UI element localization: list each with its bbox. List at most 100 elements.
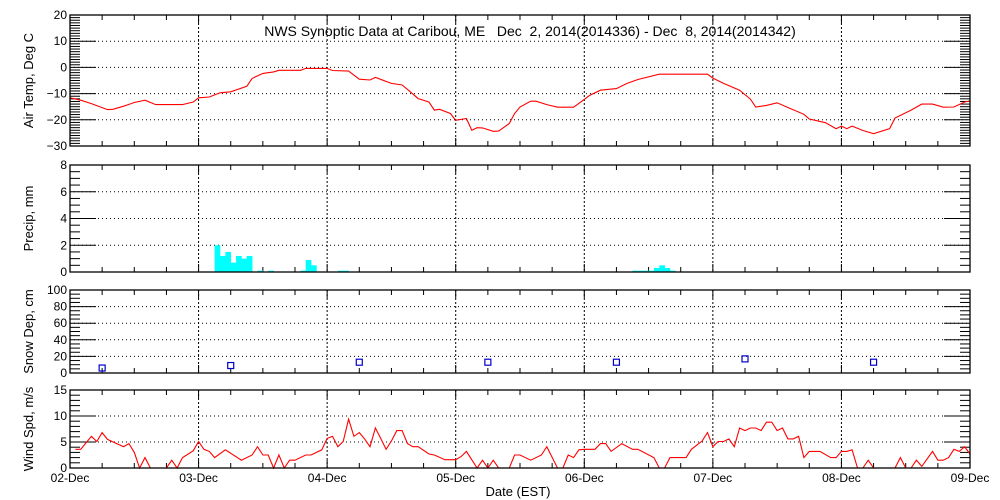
x-tick-label: 07-Dec xyxy=(694,471,733,485)
data-point xyxy=(953,106,954,107)
data-point xyxy=(353,436,354,437)
data-point xyxy=(846,451,847,452)
data-point xyxy=(659,74,660,75)
y-tick-label: −10 xyxy=(47,87,68,101)
data-point xyxy=(835,457,836,458)
y-tick-label: 40 xyxy=(54,333,68,347)
data-point xyxy=(278,454,279,455)
data-point xyxy=(305,454,306,455)
data-point xyxy=(407,89,408,90)
data-point xyxy=(589,95,590,96)
data-point xyxy=(246,86,247,87)
precip-bar xyxy=(659,265,665,272)
y-tick-label: 0 xyxy=(60,461,67,475)
data-point xyxy=(584,449,585,450)
data-point xyxy=(439,109,440,110)
data-point xyxy=(482,127,483,128)
data-point xyxy=(385,449,386,450)
data-point xyxy=(107,439,108,440)
snow-depth-marker xyxy=(227,361,235,370)
data-point xyxy=(605,443,606,444)
data-point xyxy=(455,459,456,460)
y-axis-label: Air Temp, Deg C xyxy=(21,33,36,128)
precip-bar xyxy=(337,270,344,272)
data-point xyxy=(557,107,558,108)
data-point xyxy=(289,460,290,461)
series-line xyxy=(75,417,971,470)
data-point xyxy=(637,79,638,80)
data-point xyxy=(509,123,510,124)
chart-title: NWS Synoptic Data at Caribou, ME Dec 2, … xyxy=(264,23,796,39)
data-point xyxy=(825,122,826,123)
y-tick-label: 80 xyxy=(54,300,68,314)
data-point xyxy=(723,441,724,442)
y-tick-label: 6 xyxy=(60,185,67,199)
data-point xyxy=(193,101,194,102)
data-point xyxy=(278,70,279,71)
y-tick-label: 8 xyxy=(60,158,67,172)
data-point xyxy=(637,449,638,450)
data-point xyxy=(530,101,531,102)
data-point xyxy=(209,96,210,97)
data-point xyxy=(953,449,954,450)
data-point xyxy=(578,449,579,450)
data-point xyxy=(171,460,172,461)
precip-bar xyxy=(225,251,232,272)
y-tick-label: 2 xyxy=(60,238,67,252)
precip-bar xyxy=(214,245,221,272)
y-tick-label: 0 xyxy=(60,60,67,74)
data-point xyxy=(910,110,911,111)
data-point xyxy=(364,438,365,439)
data-point xyxy=(444,459,445,460)
data-point xyxy=(134,102,135,103)
precip-bar xyxy=(305,259,312,272)
data-point xyxy=(627,83,628,84)
precip-bar xyxy=(637,270,644,272)
data-point xyxy=(434,110,435,111)
data-point xyxy=(380,438,381,439)
data-point xyxy=(734,446,735,447)
data-point xyxy=(327,438,328,439)
data-point xyxy=(418,446,419,447)
data-point xyxy=(471,130,472,131)
data-point xyxy=(610,451,611,452)
data-point xyxy=(375,427,376,428)
data-point xyxy=(305,68,306,69)
precip-bar xyxy=(648,270,655,272)
data-point xyxy=(460,456,461,457)
data-point xyxy=(964,446,965,447)
y-tick-label: 20 xyxy=(54,8,68,22)
data-point xyxy=(80,449,81,450)
data-point xyxy=(391,440,392,441)
data-point xyxy=(310,454,311,455)
precip-bar xyxy=(300,270,307,272)
x-tick-label: 03-Dec xyxy=(179,471,218,485)
data-point xyxy=(728,438,729,439)
panel-3: 0 20 40 60 80 100 Snow Dep, cm xyxy=(21,283,971,380)
data-point xyxy=(418,98,419,99)
data-point xyxy=(793,438,794,439)
data-point xyxy=(412,446,413,447)
snow-depth-marker xyxy=(484,358,492,366)
data-point xyxy=(632,449,633,450)
y-tick-label: 15 xyxy=(54,383,68,397)
data-point xyxy=(760,430,761,431)
precip-bar xyxy=(664,267,671,272)
data-point xyxy=(198,441,199,442)
data-point xyxy=(332,436,333,437)
data-point xyxy=(519,454,520,455)
data-point xyxy=(541,454,542,455)
data-point xyxy=(144,457,145,458)
data-point xyxy=(755,427,756,428)
y-tick-label: 4 xyxy=(60,212,67,226)
data-point xyxy=(514,454,515,455)
data-point xyxy=(91,436,92,437)
data-point xyxy=(744,430,745,431)
data-point xyxy=(273,71,274,72)
data-point xyxy=(852,449,853,450)
data-point xyxy=(225,449,226,450)
y-tick-label: 10 xyxy=(54,34,68,48)
data-point xyxy=(932,103,933,104)
snow-depth-marker xyxy=(98,364,106,372)
data-point xyxy=(568,454,569,455)
